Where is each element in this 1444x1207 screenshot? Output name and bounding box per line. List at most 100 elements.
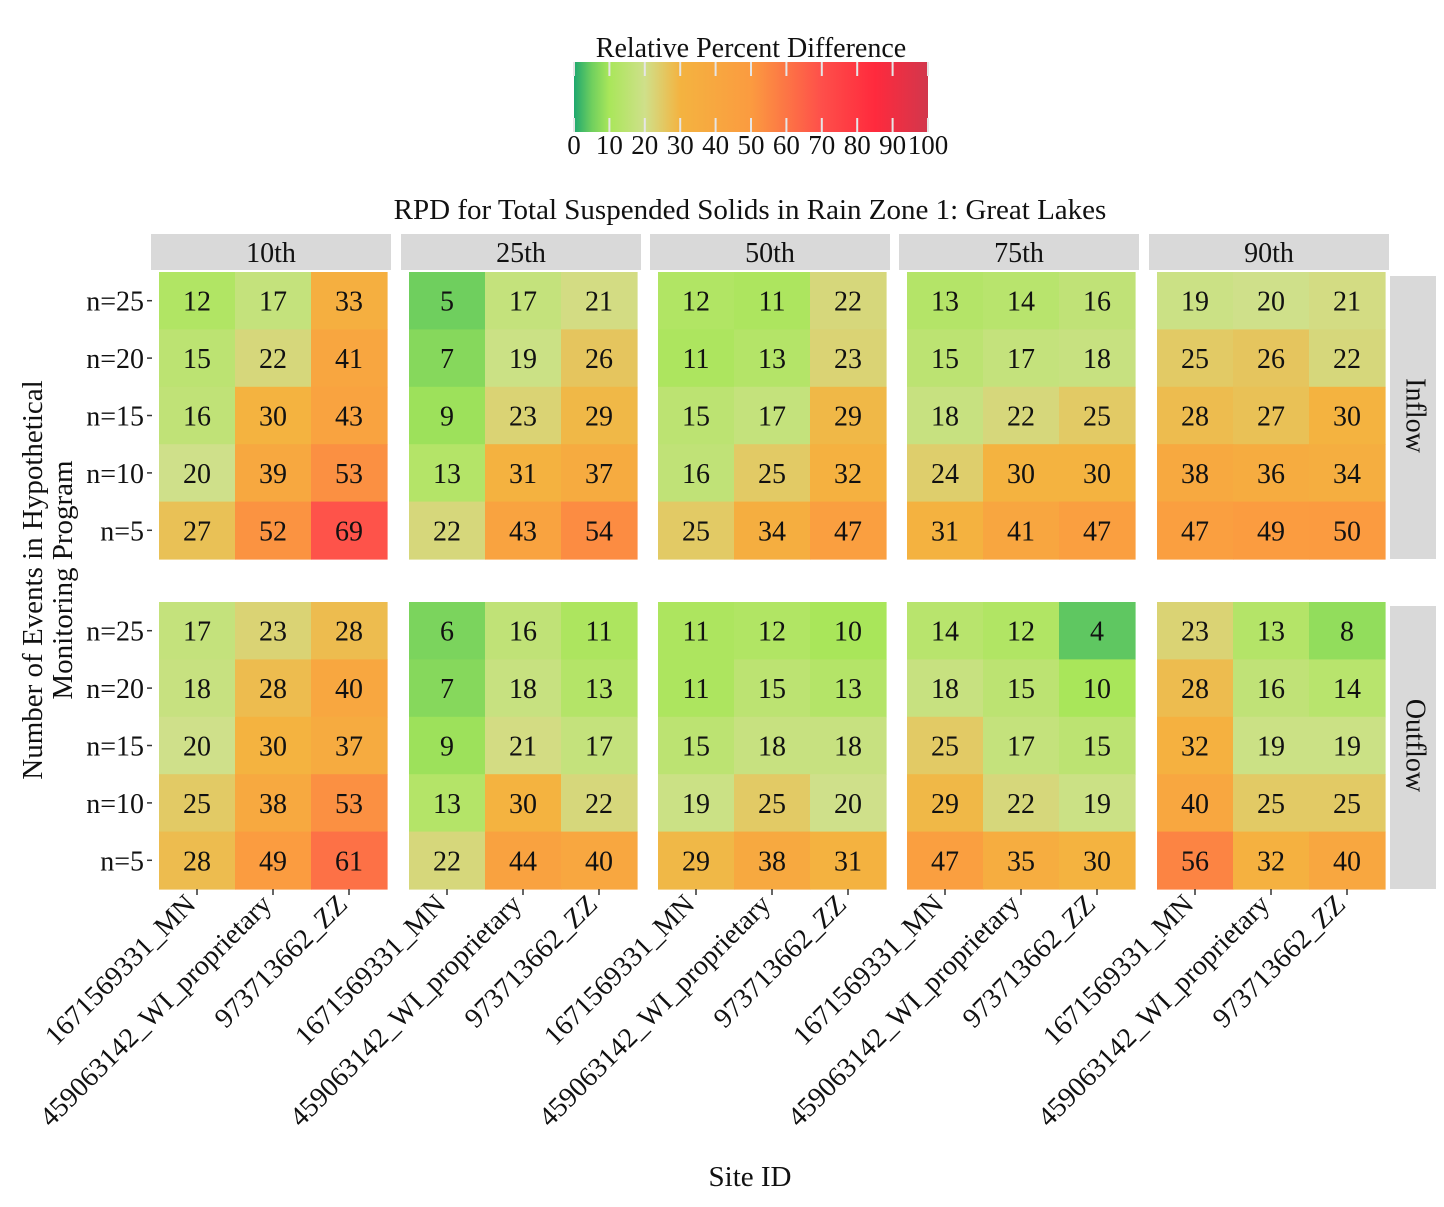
cell-value-label: 22: [1333, 344, 1361, 375]
facet-strip: [650, 234, 890, 270]
heatmap-cell: [311, 329, 388, 388]
heatmap-cell: [235, 501, 312, 560]
facet-strip: [401, 234, 641, 270]
heatmap-cell: [235, 602, 312, 660]
heatmap-cell: [1157, 386, 1234, 445]
heatmap-cell: [658, 444, 735, 503]
cell-value-label: 28: [1181, 402, 1209, 433]
heatmap-cell: [159, 659, 236, 718]
cell-value-label: 19: [1181, 287, 1209, 318]
facet-panel: 19 20 21 25 26 22 28 27 30 38 36 34 47 49 50: [1157, 272, 1386, 560]
legend-tick-label: 30: [667, 130, 694, 160]
heatmap-cell: [409, 602, 486, 660]
cell-value-label: 27: [183, 516, 211, 547]
cell-value-label: 18: [509, 674, 537, 705]
cell-value-label: 8: [1340, 617, 1354, 648]
y-tick-label: n=5: [100, 516, 144, 547]
cell-value-label: 19: [1083, 789, 1111, 820]
heatmap-cell: [1157, 329, 1234, 388]
cell-value-label: 11: [586, 617, 613, 648]
cell-value-label: 28: [335, 617, 363, 648]
heatmap-cell: [409, 386, 486, 445]
heatmap-cell: [159, 272, 236, 330]
facet-panel: 23 13 8 28 16 14 32 19 19 40 25 25 56 32 40: [1157, 602, 1386, 890]
cell-value-label: 16: [509, 617, 537, 648]
cell-value-label: 18: [1083, 344, 1111, 375]
heatmap-cell: [1233, 444, 1310, 503]
cell-value-label: 20: [183, 459, 211, 490]
facet-column-75th: 75th: [899, 234, 1139, 270]
cell-value-label: 25: [1181, 344, 1209, 375]
heatmap-cell: [1157, 444, 1234, 503]
heatmap-cell: [810, 602, 887, 660]
cell-value-label: 23: [259, 617, 287, 648]
facet-strip: [1390, 276, 1436, 559]
heatmap-cell: [907, 501, 984, 560]
facet-panel: 5 17 21 7 19 26 9 23 29 13 31 37 22 43 54: [409, 272, 638, 560]
cell-value-label: 30: [1333, 402, 1361, 433]
heatmap-cell: [734, 444, 811, 503]
legend-title: Relative Percent Difference: [596, 33, 906, 64]
cell-value-label: 13: [758, 344, 786, 375]
legend-tick-label: 90: [879, 130, 906, 160]
legend-tick-label: 70: [808, 130, 835, 160]
heatmap-cell: [1059, 774, 1136, 833]
heatmap-cell: [159, 831, 236, 890]
heatmap-cell: [1157, 602, 1234, 660]
cell-value-label: 25: [1333, 789, 1361, 820]
y-tick-label: n=25: [86, 287, 144, 318]
cell-value-label: 31: [931, 516, 959, 547]
heatmap-cell: [734, 272, 811, 330]
heatmap-cell: [409, 444, 486, 503]
heatmap-cell: [983, 659, 1060, 718]
heatmap-cell: [983, 774, 1060, 833]
cell-value-label: 17: [1007, 732, 1035, 763]
x-axis: 1671569331_MN459063142_WI_proprietary973…: [34, 889, 1352, 1133]
cell-value-label: 29: [931, 789, 959, 820]
heatmap-cell: [1233, 501, 1310, 560]
heatmap-cell: [658, 659, 735, 718]
heatmap-cell: [1059, 329, 1136, 388]
y-tick-label: n=20: [86, 344, 144, 375]
heatmap-cell: [485, 329, 562, 388]
cell-value-label: 17: [183, 617, 211, 648]
cell-value-label: 25: [682, 516, 710, 547]
cell-value-label: 43: [335, 402, 363, 433]
cell-value-label: 16: [183, 402, 211, 433]
cell-value-label: 32: [1257, 846, 1285, 877]
heatmap-cell: [1059, 272, 1136, 330]
cell-value-label: 34: [1333, 459, 1361, 490]
y-axis-title-line2: Monitoring Program: [47, 460, 79, 700]
facet-panel: 13 14 16 15 17 18 18 22 25 24 30 30 31 41 47: [907, 272, 1136, 560]
cell-value-label: 16: [682, 459, 710, 490]
facet-panel: 6 16 11 7 18 13 9 21 17 13 30 22 22 44 40: [409, 602, 638, 890]
cell-value-label: 28: [1181, 674, 1209, 705]
cell-value-label: 15: [1007, 674, 1035, 705]
heatmap-cell: [734, 501, 811, 560]
cell-value-label: 13: [433, 789, 461, 820]
cell-value-label: 47: [931, 846, 959, 877]
heatmap-cell: [1309, 602, 1386, 660]
cell-value-label: 26: [585, 344, 613, 375]
heatmap-cell: [1157, 774, 1234, 833]
heatmap-cell: [810, 716, 887, 775]
heatmap-cell: [159, 501, 236, 560]
heatmap-cell: [409, 716, 486, 775]
heatmap-cell: [658, 831, 735, 890]
cell-value-label: 30: [259, 732, 287, 763]
cell-value-label: 13: [931, 287, 959, 318]
heatmap-cell: [810, 501, 887, 560]
chart-title: RPD for Total Suspended Solids in Rain Z…: [394, 194, 1107, 226]
cell-value-label: 15: [183, 344, 211, 375]
heatmap-cell: [1157, 659, 1234, 718]
heatmap-cell: [159, 774, 236, 833]
cell-value-label: 22: [1007, 402, 1035, 433]
cell-value-label: 22: [1007, 789, 1035, 820]
heatmap-cell: [409, 774, 486, 833]
legend-tick-label: 10: [596, 130, 623, 160]
heatmap-cell: [1233, 831, 1310, 890]
cell-value-label: 49: [259, 846, 287, 877]
heatmap-cell: [983, 716, 1060, 775]
